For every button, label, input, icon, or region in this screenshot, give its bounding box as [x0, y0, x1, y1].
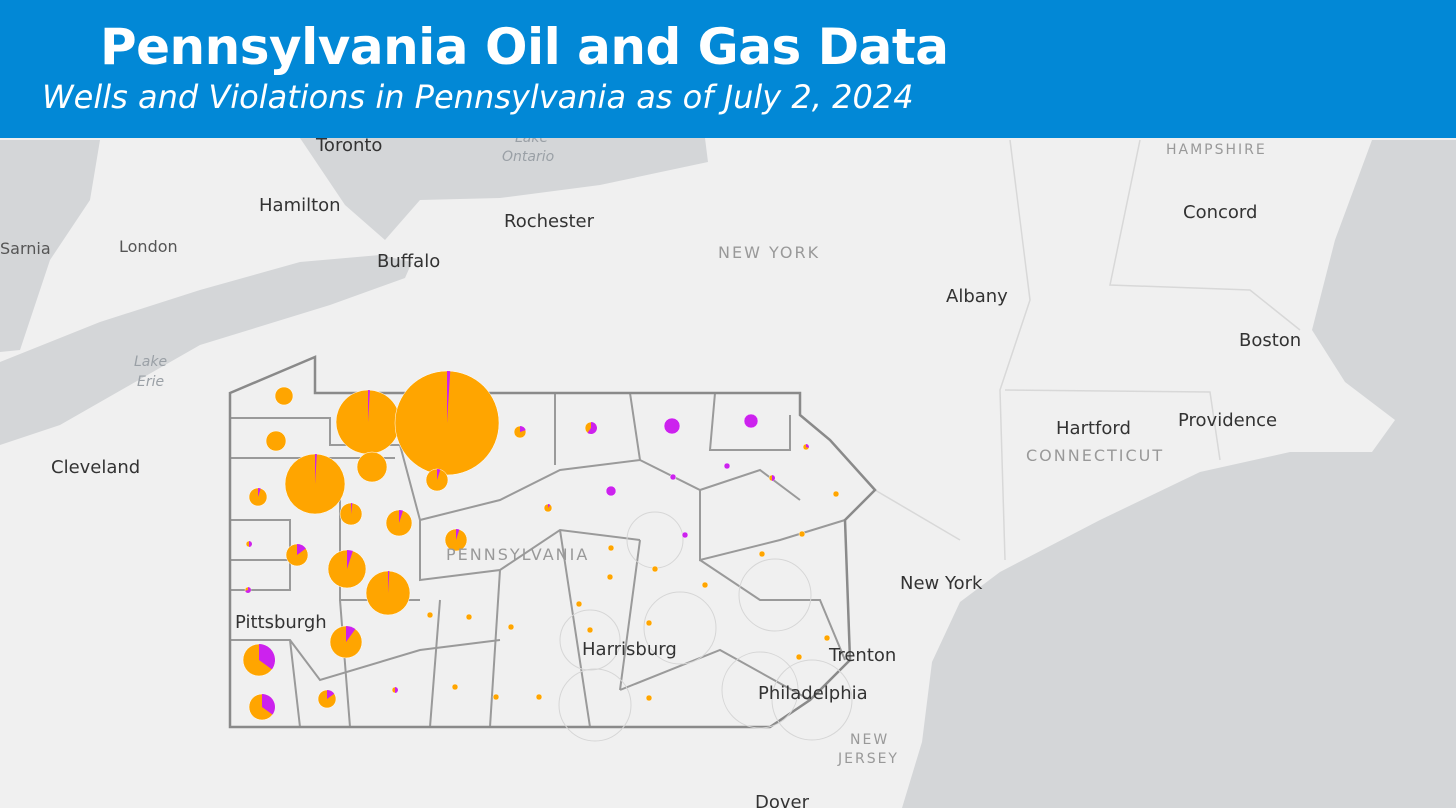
city-label: New York: [900, 573, 983, 594]
pie-base: [586, 626, 594, 634]
pie-slice: [395, 687, 398, 693]
pie-slice: [346, 626, 356, 642]
pie-slice: [447, 371, 451, 423]
pie-slice: [388, 571, 390, 593]
pie-slice: [259, 644, 275, 670]
pie-base: [645, 694, 653, 702]
pie-base: [507, 623, 515, 631]
pie-base: [645, 619, 653, 627]
pie-slice: [399, 510, 404, 523]
region-label: JERSEY: [837, 751, 899, 767]
pie-base: [651, 565, 659, 573]
pie-base: [492, 693, 500, 701]
pie-slice: [587, 422, 598, 434]
city-label: Hartford: [1056, 418, 1131, 439]
pie-base: [426, 611, 434, 619]
pie-slice: [548, 504, 551, 508]
pie-slice: [437, 469, 441, 480]
lake-ontario: [300, 138, 708, 240]
city-label: Albany: [946, 286, 1008, 307]
city-label: London: [119, 237, 178, 256]
water-label: Ontario: [502, 149, 554, 165]
region-label: HAMPSHIRE: [1166, 142, 1267, 158]
pie-base: [663, 417, 681, 435]
city-label: Toronto: [315, 135, 382, 156]
pie-symbols: [242, 370, 853, 742]
pie-base: [832, 490, 840, 498]
region-label: CONNECTICUT: [1026, 446, 1164, 465]
city-label: Dover: [755, 792, 810, 808]
pie-slice: [249, 541, 252, 547]
faint-symbol: [559, 609, 621, 671]
pie-slice: [347, 550, 353, 569]
pie-base: [795, 653, 803, 661]
pie-base: [723, 462, 731, 470]
pie-base: [605, 485, 617, 497]
city-label: Cleveland: [51, 457, 140, 478]
city-label: Rochester: [504, 211, 595, 232]
pie-slice: [258, 488, 261, 497]
faint-symbol: [738, 558, 812, 632]
pie-base: [465, 613, 473, 621]
city-label: Trenton: [828, 645, 896, 666]
pie-slice: [806, 444, 809, 448]
pie-base: [451, 683, 459, 691]
pie-base: [823, 634, 831, 642]
faint-symbol: [721, 651, 799, 729]
pie-slice: [456, 529, 460, 540]
pie-base: [758, 550, 766, 558]
subtitle: Wells and Violations in Pennsylvania as …: [42, 78, 914, 116]
pie-slice: [520, 426, 526, 432]
region-label: PENNSYLVANIA: [446, 545, 589, 564]
faint-symbol: [771, 659, 853, 741]
pie-base: [606, 573, 614, 581]
pie-slice: [245, 587, 252, 593]
pie-slice: [351, 503, 353, 514]
state-borders: [874, 139, 1301, 561]
water-label: Lake: [134, 354, 167, 370]
pie-base: [607, 544, 615, 552]
lake-huron: [0, 140, 100, 352]
header-bar: Pennsylvania Oil and Gas Data Wells and …: [0, 0, 1456, 138]
lake-erie: [0, 255, 412, 445]
city-label: Concord: [1183, 202, 1257, 223]
pie-base: [265, 430, 287, 452]
water-label: Erie: [137, 374, 164, 390]
city-label: Sarnia: [0, 239, 51, 258]
pie-slice: [262, 694, 276, 715]
pie-base: [701, 581, 709, 589]
faint-symbol: [558, 668, 632, 742]
pie-slice: [315, 454, 317, 484]
pie-slice: [327, 690, 335, 699]
faint-symbol: [643, 591, 717, 665]
city-label: Philadelphia: [758, 683, 868, 704]
pie-slice: [772, 475, 775, 481]
city-label: Boston: [1239, 330, 1301, 351]
pie-slice: [297, 544, 306, 555]
city-label: Providence: [1178, 410, 1277, 431]
city-label: Buffalo: [377, 251, 440, 272]
pie-base: [669, 473, 677, 481]
city-label: Hamilton: [259, 195, 341, 216]
city-label: Pittsburgh: [235, 612, 327, 633]
region-label: NEW: [850, 732, 889, 748]
title: Pennsylvania Oil and Gas Data: [100, 18, 949, 76]
city-label: Harrisburg: [582, 639, 677, 660]
pie-base: [575, 600, 583, 608]
pie-slice: [368, 390, 371, 422]
pie-base: [535, 693, 543, 701]
pie-base: [681, 531, 689, 539]
region-label: NEW YORK: [718, 243, 820, 262]
pie-base: [274, 386, 294, 406]
pie-base: [798, 530, 806, 538]
pie-base: [356, 451, 388, 483]
pie-base: [743, 413, 759, 429]
ocean: [902, 140, 1456, 808]
